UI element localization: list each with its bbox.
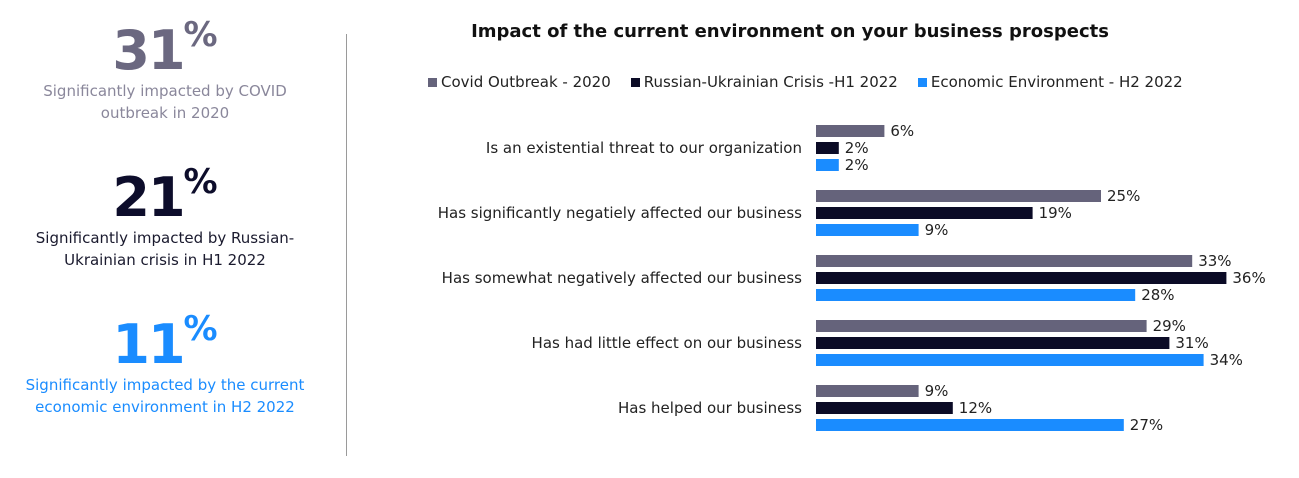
data-label-somewhat-economic: 28% (1141, 286, 1174, 304)
stat-covid-value: 31% (0, 18, 330, 78)
legend-item-covid: Covid Outbreak - 2020 (428, 73, 611, 91)
data-label-helped-russia-ukraine: 12% (959, 399, 992, 417)
bar-existential-economic (816, 159, 839, 171)
stat-economic-value: 11% (0, 312, 330, 372)
stat-covid: 31% Significantly impacted by COVID outb… (0, 18, 330, 124)
bar-helped-economic (816, 419, 1124, 431)
stat-covid-description: Significantly impacted by COVID outbreak… (0, 80, 330, 124)
data-label-existential-russia-ukraine: 2% (845, 139, 869, 157)
bar-somewhat-covid (816, 255, 1193, 267)
data-label-little-russia-ukraine: 31% (1175, 334, 1208, 352)
data-label-existential-covid: 6% (890, 122, 914, 140)
stat-economic-number: 11 (112, 313, 185, 376)
stat-covid-desc-line1: Significantly impacted by COVID (43, 82, 287, 100)
legend-item-economic: Economic Environment - H2 2022 (917, 73, 1183, 91)
data-label-existential-economic: 2% (845, 156, 869, 174)
category-label-existential: Is an existential threat to our organiza… (486, 139, 802, 157)
stat-russia-ukraine-desc-line2: Ukrainian crisis in H1 2022 (64, 251, 266, 269)
stat-russia-ukraine-value: 21% (0, 165, 330, 225)
stat-economic-desc-line1: Significantly impacted by the current (25, 376, 305, 394)
legend-item-russia-ukraine: Russian-Ukrainian Crisis -H1 2022 (630, 73, 898, 91)
data-label-significant-economic: 9% (925, 221, 949, 239)
chart-legend: Covid Outbreak - 2020 Russian-Ukrainian … (428, 73, 1183, 91)
category-label-significant: Has significantly negatiely affected our… (438, 204, 802, 222)
stat-russia-ukraine: 21% Significantly impacted by Russian- U… (0, 165, 330, 271)
legend-label-russia-ukraine: Russian-Ukrainian Crisis -H1 2022 (643, 73, 898, 91)
vertical-divider (346, 34, 347, 456)
bar-existential-russia-ukraine (816, 142, 839, 154)
chart-title: Impact of the current environment on you… (471, 21, 1109, 42)
bar-significant-covid (816, 190, 1101, 202)
legend-label-economic: Economic Environment - H2 2022 (930, 73, 1183, 91)
legend-label-covid: Covid Outbreak - 2020 (441, 73, 611, 91)
bar-significant-economic (816, 224, 919, 236)
data-label-helped-economic: 27% (1130, 416, 1163, 434)
bar-helped-covid (816, 385, 919, 397)
legend-swatch-russia-ukraine (630, 77, 640, 87)
stat-economic-desc-line2: economic environment in H2 2022 (35, 398, 295, 416)
data-label-somewhat-russia-ukraine: 36% (1232, 269, 1265, 287)
data-label-somewhat-covid: 33% (1198, 252, 1231, 270)
data-label-little-covid: 29% (1153, 317, 1186, 335)
bar-helped-russia-ukraine (816, 402, 953, 414)
bar-little-economic (816, 354, 1204, 366)
stat-russia-ukraine-number: 21 (112, 166, 185, 229)
stat-russia-ukraine-desc-line1: Significantly impacted by Russian- (35, 229, 295, 247)
stat-economic-description: Significantly impacted by the current ec… (0, 374, 330, 418)
data-label-significant-russia-ukraine: 19% (1039, 204, 1072, 222)
bar-somewhat-russia-ukraine (816, 272, 1227, 284)
data-label-helped-covid: 9% (925, 382, 949, 400)
stat-russia-ukraine-description: Significantly impacted by Russian- Ukrai… (0, 227, 330, 271)
category-label-somewhat: Has somewhat negatively affected our bus… (442, 269, 803, 287)
stat-covid-desc-line2: outbreak in 2020 (100, 104, 230, 122)
category-label-little: Has had little effect on our business (532, 334, 803, 352)
legend-swatch-covid (428, 77, 437, 87)
bar-somewhat-economic (816, 289, 1136, 301)
stat-economic-percent-sign: % (183, 309, 218, 349)
bar-significant-russia-ukraine (816, 207, 1033, 219)
stat-economic: 11% Significantly impacted by the curren… (0, 312, 330, 418)
stat-russia-ukraine-percent-sign: % (183, 162, 218, 202)
legend-swatch-economic (917, 77, 927, 87)
bar-existential-covid (816, 125, 885, 137)
data-label-little-economic: 34% (1210, 351, 1243, 369)
category-label-helped: Has helped our business (618, 399, 802, 417)
stat-covid-percent-sign: % (183, 15, 218, 55)
bar-little-covid (816, 320, 1147, 332)
data-label-significant-covid: 25% (1107, 187, 1140, 205)
stat-covid-number: 31 (112, 19, 185, 82)
bar-little-russia-ukraine (816, 337, 1170, 349)
